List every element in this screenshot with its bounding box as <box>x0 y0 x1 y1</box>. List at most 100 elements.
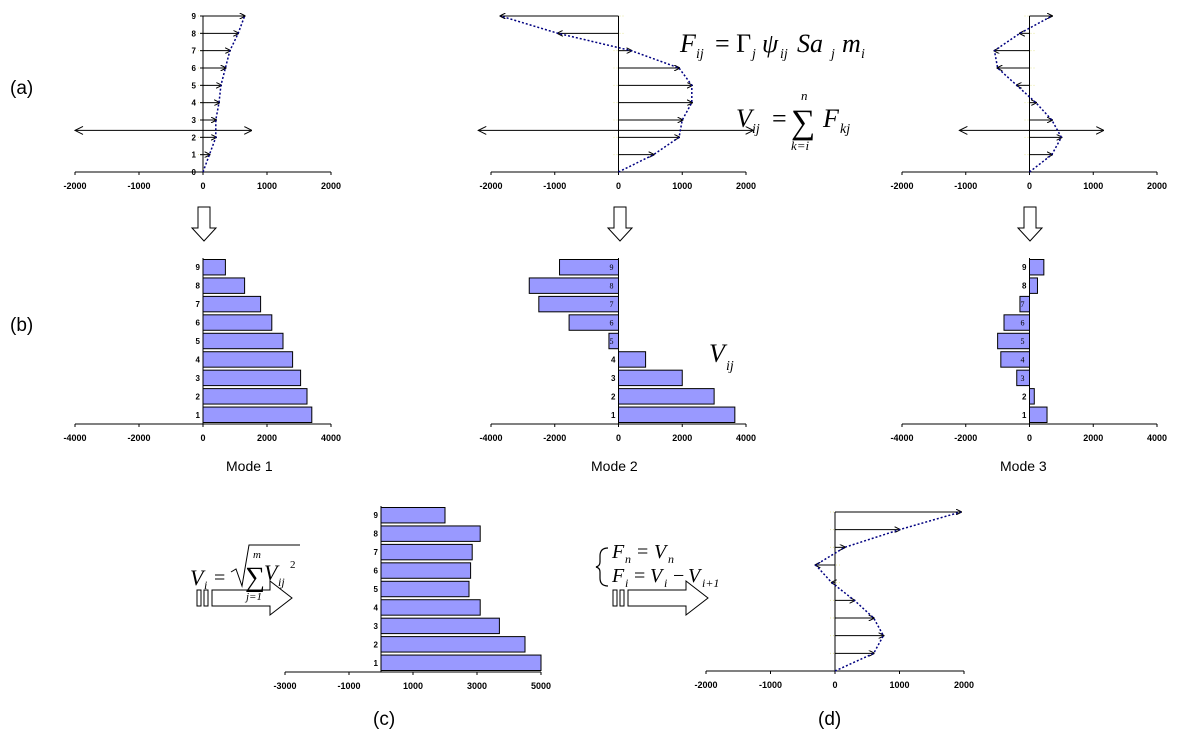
bar-4 <box>380 599 481 616</box>
panel-label-b: (b) <box>10 315 33 336</box>
bar-4 <box>1000 351 1030 368</box>
bar-label-9: 9 <box>374 511 379 520</box>
bar-3 <box>1016 369 1030 387</box>
force-chart-mode-2: -2000 -1000 0 1000 2000 <box>477 16 756 191</box>
bar-9 <box>202 259 226 276</box>
x-tick-label-4: 4000 <box>321 433 341 443</box>
bar-label-3: 3 <box>196 374 201 383</box>
vij-label-sub: ij <box>726 359 734 374</box>
x-tick-label-1: -2000 <box>954 433 977 443</box>
x-tick-label-0: -2000 <box>479 181 502 191</box>
down-arrow-3 <box>1016 206 1044 242</box>
force-chart-mode-3: -2000 -1000 0 1000 2000 <box>890 16 1167 191</box>
rule1-eq: = <box>637 541 648 563</box>
rule1-lhs: F <box>611 541 625 563</box>
base-arrow-left-head <box>477 125 487 135</box>
rule2-lhs: F <box>611 565 625 587</box>
x-tick-label-0: -4000 <box>890 433 913 443</box>
bar-label-9: 9 <box>196 263 201 272</box>
force-profile-curve <box>993 15 1063 173</box>
combined-shear-chart: -3000 -1000 1000 3000 5000 1 2 3 4 5 6 7 8 9 <box>273 506 551 691</box>
x-tick-label-4: 2000 <box>736 181 756 191</box>
shear-eq-top: n <box>801 88 808 103</box>
x-tick-label-3: 3000 <box>467 681 487 691</box>
bar-5 <box>608 332 619 350</box>
x-tick-label-3: 2000 <box>257 433 277 443</box>
shear-chart-mode-1: -4000 -2000 0 2000 4000 1 2 3 4 5 6 7 8 9 <box>63 258 341 443</box>
shear-eq-equals: = <box>772 104 787 133</box>
x-tick-label-2: 1000 <box>403 681 423 691</box>
y-tick-label-4: 4 <box>192 99 197 108</box>
x-tick-label-2: 0 <box>832 680 837 690</box>
bar-label-3: 3 <box>1021 374 1025 383</box>
right-arrow-srss <box>196 579 293 617</box>
x-tick-label-2: 0 <box>1027 181 1032 191</box>
bar-6 <box>1003 314 1030 331</box>
shear-eq-sum: ∑ <box>791 104 815 141</box>
x-tick-label-3: 1000 <box>257 181 277 191</box>
srss-eq-bottom: j=1 <box>244 591 262 603</box>
right-arrow-rule <box>612 579 709 617</box>
srss-eq-term-sub: ij <box>278 575 285 589</box>
srss-eq-top: m <box>253 549 261 561</box>
bar-label-5: 5 <box>196 337 201 346</box>
rule2-rhs: V <box>650 565 665 587</box>
x-tick-label-0: -2000 <box>63 181 86 191</box>
srss-eq-term: V <box>264 560 280 585</box>
force-profile-curve <box>814 511 961 672</box>
y-tick-label-6: 6 <box>192 64 197 73</box>
x-tick-label-1: -1000 <box>127 181 150 191</box>
x-tick-label-3: 1000 <box>672 181 692 191</box>
x-tick-label-0: -4000 <box>63 433 86 443</box>
rule2-lhs-sub: i <box>625 576 628 590</box>
rule2-minus: − <box>673 565 684 587</box>
bar-label-3: 3 <box>611 374 616 383</box>
x-tick-label-2: 0 <box>616 181 621 191</box>
bar-label-4: 4 <box>374 603 379 612</box>
srss-eq-sum: ∑ <box>245 562 265 593</box>
bar-8 <box>528 277 619 294</box>
bar-label-5: 5 <box>374 585 379 594</box>
bar-5 <box>202 332 284 350</box>
bar-label-6: 6 <box>374 567 379 576</box>
bar-label-7: 7 <box>610 300 614 309</box>
shear-eq-bottom: k=i <box>791 138 810 153</box>
down-arrow-1 <box>190 206 218 242</box>
bar-label-1: 1 <box>611 411 616 420</box>
bar-1 <box>380 654 542 671</box>
bar-label-5: 5 <box>1021 337 1025 346</box>
x-tick-label-2: 0 <box>616 433 621 443</box>
bar-label-3: 3 <box>374 622 379 631</box>
vij-label-main: V <box>709 339 728 368</box>
bar-label-1: 1 <box>196 411 201 420</box>
x-tick-label-0: -4000 <box>479 433 502 443</box>
bar-5 <box>997 332 1030 350</box>
x-tick-label-1: -1000 <box>543 181 566 191</box>
x-tick-label-1: -1000 <box>954 181 977 191</box>
panel-label-c: (c) <box>373 709 395 730</box>
bar-label-8: 8 <box>610 282 614 291</box>
x-tick-label-2: 0 <box>200 181 205 191</box>
force-eq-gamma: = Γ <box>715 29 751 58</box>
bar-1 <box>1029 406 1048 423</box>
bar-9 <box>559 259 619 276</box>
x-tick-label-1: -1000 <box>759 680 782 690</box>
x-tick-label-4: 4000 <box>1147 433 1167 443</box>
x-tick-label-1: -2000 <box>127 433 150 443</box>
srss-eq-lhs: V <box>190 565 206 590</box>
force-eq-sa-sub: j <box>829 47 835 62</box>
x-tick-label-4: 2000 <box>954 680 974 690</box>
bar-label-1: 1 <box>1022 411 1027 420</box>
x-tick-label-3: 2000 <box>672 433 692 443</box>
x-tick-label-4: 4000 <box>736 433 756 443</box>
y-tick-label-0: 0 <box>192 168 197 177</box>
bar-label-2: 2 <box>374 640 379 649</box>
bar-2 <box>618 388 715 405</box>
bar-label-2: 2 <box>1022 392 1027 401</box>
y-tick-label-8: 8 <box>192 29 197 38</box>
bar-7 <box>538 295 619 313</box>
bar-label-7: 7 <box>374 548 379 557</box>
rule2-rhs2: V <box>688 565 703 587</box>
x-tick-label-1: -2000 <box>543 433 566 443</box>
